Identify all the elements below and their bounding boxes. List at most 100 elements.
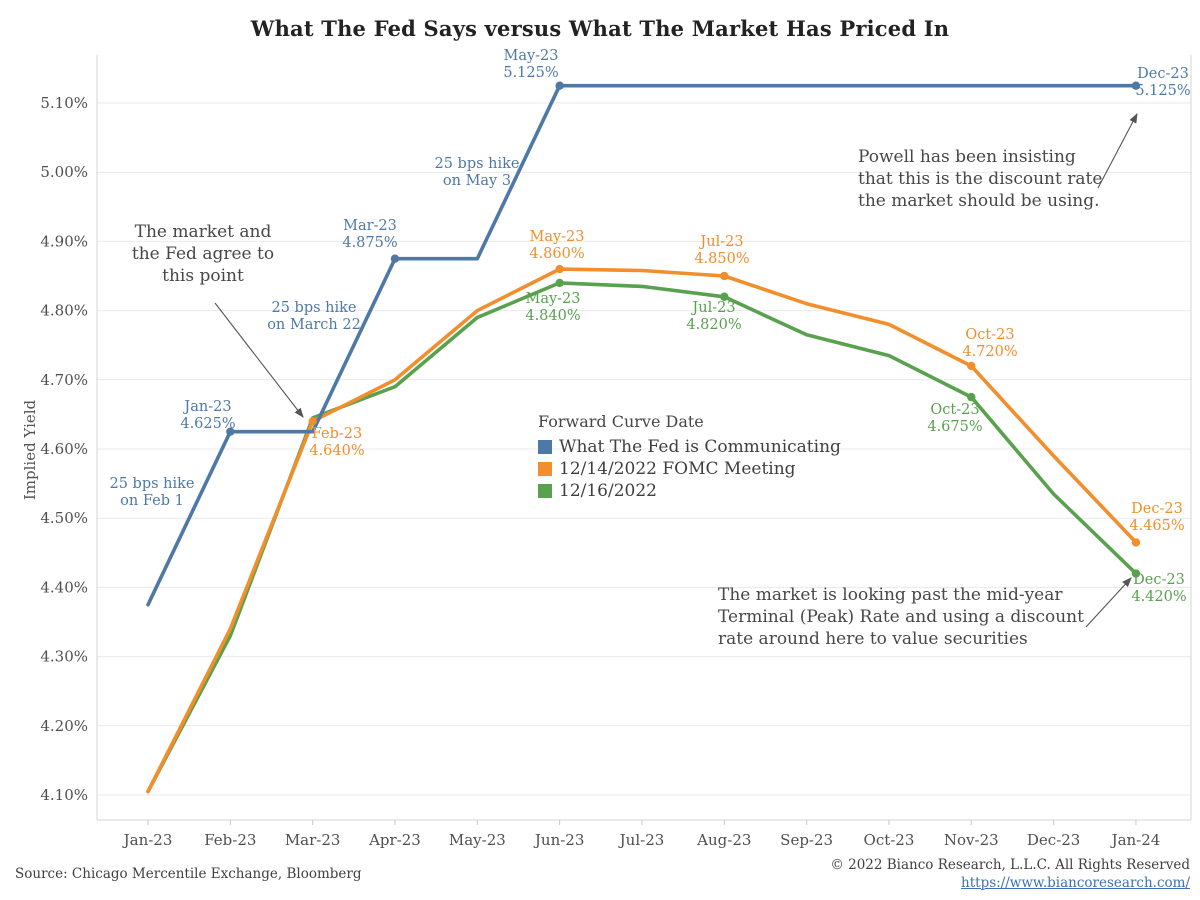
data-point-marker: [390, 254, 400, 263]
hike-note-line: on May 3: [443, 173, 511, 189]
hike-note-line: on Feb 1: [120, 493, 184, 509]
y-tick-label: 4.10%: [40, 786, 88, 804]
y-tick-label: 4.20%: [40, 717, 88, 735]
point-label-date: May-23: [525, 291, 580, 307]
point-label-date: Dec-23: [1133, 572, 1185, 588]
point-label-value: 4.850%: [694, 251, 749, 267]
point-label-date: May-23: [503, 48, 558, 64]
x-tick-label: Feb-23: [204, 831, 256, 849]
data-point-marker: [967, 361, 976, 371]
data-point-marker: [967, 392, 976, 402]
chart-title: What The Fed Says versus What The Market…: [250, 16, 950, 41]
copyright-text: © 2022 Bianco Research, L.L.C. All Right…: [830, 857, 1190, 873]
point-label-value: 4.820%: [686, 317, 741, 333]
legend-title: Forward Curve Date: [538, 412, 704, 431]
x-tick-label: Sep-23: [780, 831, 833, 849]
hike-note-line: 25 bps hike: [109, 476, 194, 492]
y-tick-label: 4.90%: [40, 232, 88, 250]
legend-item-2: 12/16/2022: [538, 480, 841, 502]
legend-label: 12/16/2022: [559, 481, 657, 501]
y-tick-label: 5.10%: [40, 94, 88, 112]
point-label-date: Feb-23: [312, 426, 362, 442]
y-tick-label: 4.60%: [40, 440, 88, 458]
x-tick-label: Jan-24: [1110, 831, 1161, 849]
annotation-line: Terminal (Peak) Rate and using a discoun…: [718, 607, 1084, 627]
point-label-date: Oct-23: [930, 402, 979, 418]
annotation-line: Powell has been insisting: [858, 147, 1076, 167]
data-point-marker: [1131, 81, 1141, 90]
y-tick-label: 4.50%: [40, 509, 88, 527]
legend-swatch-icon: [538, 462, 552, 476]
x-tick-label: Apr-23: [368, 831, 421, 849]
annotation-line: this point: [162, 266, 244, 286]
annotation-line: the Fed agree to: [132, 244, 274, 264]
x-tick-label: Oct-23: [864, 831, 915, 849]
annotation-line: The market is looking past the mid-year: [718, 585, 1063, 605]
data-point-marker: [308, 417, 317, 426]
data-point-marker: [555, 278, 564, 288]
y-axis-title: Implied Yield: [21, 399, 39, 501]
data-point-marker: [1131, 538, 1141, 547]
x-tick-label: Aug-23: [696, 831, 751, 849]
annotation-arrow: [1097, 113, 1138, 189]
point-label-date: Dec-23: [1131, 501, 1183, 517]
point-label-value: 4.840%: [525, 308, 580, 324]
series-point-labels-0: Jan-234.625%Mar-234.875%May-235.125% Dec-…: [180, 48, 1190, 432]
annotation-line: that this is the discount rate: [858, 169, 1102, 189]
point-label-date: Jan-23: [182, 399, 231, 415]
point-label-value: 4.860%: [529, 246, 584, 262]
series-point-labels-1: Feb-234.640%May-234.860%Jul-234.850%Oct-…: [309, 229, 1184, 534]
point-label-date: May-23: [529, 229, 584, 245]
x-tick-labels: Jan-23 Feb-23 Mar-23 Apr-23 May-23 Jun-23 Jul-…: [122, 831, 1161, 849]
annotation-line: rate around here to value securities: [718, 629, 1028, 649]
point-label-value: 4.625%: [180, 416, 235, 432]
legend-item-1: 12/14/2022 FOMC Meeting: [538, 458, 841, 480]
y-gridlines: [97, 102, 1191, 796]
biancoresearch-link[interactable]: https://www.biancoresearch.com/: [961, 875, 1190, 891]
series-markers-1: [308, 264, 1141, 547]
y-tick-label: 4.30%: [40, 648, 88, 666]
data-point-marker: [720, 271, 729, 281]
point-label-value: 4.465%: [1129, 518, 1184, 534]
point-label-date: Jul-23: [690, 300, 735, 316]
y-tick-label: 4.80%: [40, 302, 88, 320]
x-tick-label: Jun-23: [533, 831, 585, 849]
data-point-marker: [555, 81, 564, 90]
point-label-date: Mar-23: [343, 218, 397, 234]
hike-note-line: on March 22: [267, 317, 361, 333]
legend-swatch-icon: [538, 440, 552, 454]
data-point-marker: [720, 292, 729, 301]
point-label-value: 4.640%: [309, 443, 364, 459]
x-tick-label: Dec-23: [1027, 831, 1080, 849]
point-label-value: 4.720%: [962, 344, 1017, 360]
y-tick-label: 4.70%: [40, 371, 88, 389]
annotation-line: the market should be using.: [858, 191, 1100, 211]
series-line-0: [146, 83, 1138, 607]
market-note: The market is looking past the mid-yearT…: [718, 577, 1132, 649]
axes: [96, 55, 1192, 825]
copyright-block: © 2022 Bianco Research, L.L.C. All Right…: [830, 857, 1190, 891]
annotation-line: The market and: [135, 222, 272, 242]
data-point-marker: [1131, 569, 1141, 578]
point-label-value: 4.420%: [1131, 589, 1186, 605]
point-label-value: 4.875%: [342, 235, 397, 251]
annotation-arrow: [214, 302, 304, 418]
point-label-value: 5.125%: [1135, 83, 1190, 99]
x-tick-label: May-23: [449, 831, 506, 849]
legend-swatch-icon: [538, 484, 552, 498]
point-label-date: Jul-23: [698, 234, 743, 250]
legend: Forward Curve Date What The Fed is Commu…: [538, 411, 841, 502]
series-point-labels-2: May-234.840% Jul-234.820%Oct-234.675%Dec-…: [525, 291, 1186, 605]
point-label-value: 5.125%: [503, 65, 558, 81]
legend-item-0: What The Fed is Communicating: [538, 436, 841, 458]
legend-label: 12/14/2022 FOMC Meeting: [559, 459, 796, 479]
y-tick-label: 4.40%: [40, 578, 88, 596]
legend-rows: What The Fed is Communicating 12/14/2022 …: [538, 436, 841, 502]
x-tick-label: Jan-23: [122, 831, 173, 849]
series-markers-0: [226, 81, 1141, 436]
